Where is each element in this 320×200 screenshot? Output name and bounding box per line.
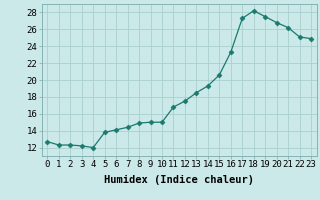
X-axis label: Humidex (Indice chaleur): Humidex (Indice chaleur)	[104, 175, 254, 185]
